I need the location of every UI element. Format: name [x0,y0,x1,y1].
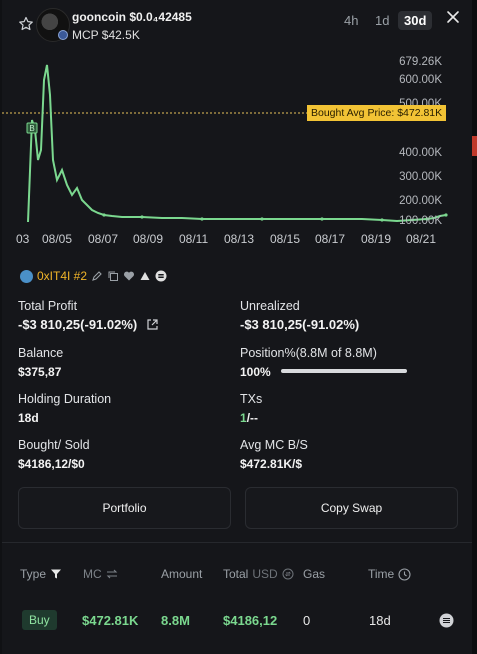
balance-value: $375,87 [18,365,62,379]
row-time: 18d [369,613,391,628]
copy-swap-button[interactable]: Copy Swap [245,487,458,529]
copy-icon[interactable] [107,270,119,282]
th-usd-label[interactable]: USD [252,567,278,581]
x-tick: 08/15 [270,232,301,246]
star-icon[interactable] [18,16,34,32]
price-point [140,215,144,219]
buy-marker-label: B [29,124,34,133]
external-link-icon[interactable] [146,318,159,331]
token-avatar [36,8,70,42]
avg-mc-label: Avg MC B/S [240,438,308,452]
txs-value: 1/-- [240,411,258,425]
tab-4h[interactable]: 4h [344,13,359,28]
balance-label: Balance [18,346,64,360]
price-points [102,213,448,222]
portfolio-button[interactable]: Portfolio [18,487,231,529]
row-total: $4186,12 [223,613,278,628]
row-amount: 8.8M [161,613,190,628]
unrealized-label: Unrealized [240,299,300,313]
row-mc: $472.81K [82,613,139,628]
chain-icon [58,30,68,40]
row-gas: 0 [303,613,311,628]
unrealized-value: -$3 810,25(-91.02%) [240,317,360,332]
x-tick: 08/07 [88,232,119,246]
price-point [102,213,106,217]
txs-buy-count: 1 [240,411,247,425]
th-time[interactable]: Time [368,567,411,581]
price-point [444,213,448,217]
th-mc[interactable]: MC [83,567,118,581]
txs-label: TXs [240,392,263,406]
market-cap-value: MCP $42.5K [72,28,140,42]
wallet-avatar [20,269,33,283]
price-point [320,217,324,221]
edit-icon[interactable] [91,270,103,282]
th-gas: Gas [303,567,326,581]
th-total: Total USD [223,567,294,581]
pyramid-icon[interactable] [139,270,151,282]
close-icon[interactable] [445,9,461,25]
th-type-label: Type [20,567,47,581]
heart-icon[interactable] [123,270,135,282]
row-menu-icon[interactable] [439,613,454,628]
price-point [380,218,384,222]
menu-circle-icon[interactable] [155,270,167,282]
y-tick: 600.00K [399,74,442,86]
x-tick: 08/09 [133,232,164,246]
x-tick: 08/21 [406,232,437,246]
x-tick: 03 [16,232,30,246]
x-tick: 08/05 [42,232,73,246]
position-bar [281,369,407,373]
tab-1d[interactable]: 1d [375,13,390,28]
y-tick: 679.26K [399,56,442,68]
y-tick: 100.00K [399,215,442,227]
total-profit-value: -$3 810,25(-91.02%) [18,317,138,332]
bought-sold-label: Bought/ Sold [18,438,90,452]
type-badge-buy: Buy [22,610,57,630]
th-total-label: Total [223,567,249,581]
total-profit-label: Total Profit [18,299,78,313]
x-tick: 08/19 [361,232,392,246]
x-tick: 08/11 [179,232,209,246]
price-point [425,217,429,221]
y-tick: 400.00K [399,147,442,159]
price-point [200,217,204,221]
price-line [27,64,447,223]
th-type[interactable]: Type [20,567,62,581]
txs-sell-count: /-- [246,411,259,425]
wallet-row: 0xIT4I #2 [20,269,167,283]
currency-toggle-icon[interactable] [282,568,294,580]
position-bar-fill [281,369,407,373]
price-chart[interactable]: B [2,52,472,248]
token-name: gooncoin $0.0₄42485 [72,10,192,24]
holding-duration-label: Holding Duration [18,392,112,406]
y-tick: 300.00K [399,171,442,183]
buy-marker [26,122,38,134]
tab-30d[interactable]: 30d [398,11,433,30]
swap-arrows-icon[interactable] [106,569,118,579]
filter-icon[interactable] [50,568,62,580]
background-edge [472,0,477,654]
th-time-label: Time [368,567,395,581]
divider [2,542,472,543]
bought-sold-value: $4186,12/$0 [18,457,85,471]
background-edge-accent [472,136,477,156]
bought-avg-price-label: Bought Avg Price: $472.81K [307,105,447,121]
wallet-name[interactable]: 0xIT4I #2 [37,269,88,283]
x-tick: 08/17 [315,232,346,246]
market-cap: MCP $42.5K [58,28,140,42]
clock-icon[interactable] [398,567,411,581]
price-point [260,217,264,221]
holding-duration-value: 18d [18,411,39,425]
position-label: Position%(8.8M of 8.8M) [240,346,377,360]
position-value: 100% [240,365,271,379]
th-amount: Amount [161,567,203,581]
avg-mc-value: $472.81K/$ [240,457,303,471]
x-tick: 08/13 [224,232,255,246]
y-tick: 200.00K [399,195,442,207]
th-mc-label: MC [83,567,102,581]
